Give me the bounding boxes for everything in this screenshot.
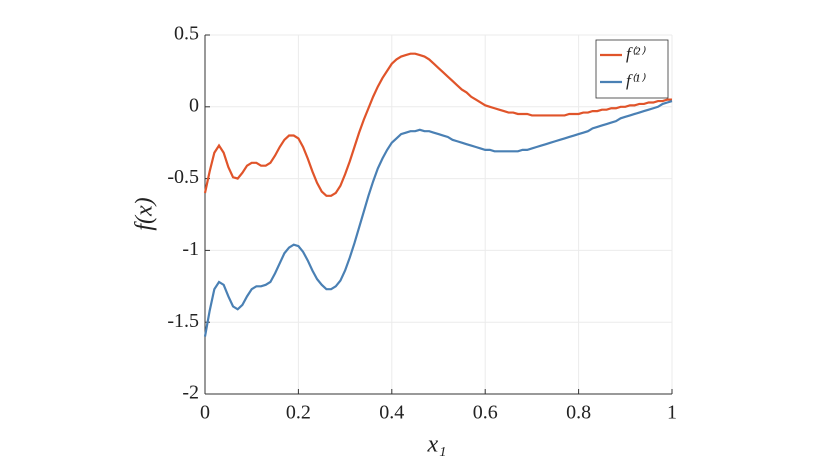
y-tick-label: 0.5: [174, 23, 199, 45]
series-line: [203, 52, 672, 197]
x-tick-label: 0.6: [473, 402, 498, 424]
legend-label: f⁽¹⁾: [626, 71, 646, 90]
legend-box: [595, 39, 669, 99]
y-axis-label: f(x): [132, 197, 158, 230]
x-axis-label: x₁: [427, 432, 447, 458]
series-line: [203, 100, 673, 337]
x-tick-label: 0.8: [566, 402, 591, 424]
y-tick-label: -0.5: [167, 166, 199, 188]
legend-label: f⁽²⁾: [626, 44, 646, 63]
y-tick-label: -1.5: [167, 310, 199, 332]
x-tick-label: 0.2: [286, 402, 311, 424]
y-tick-label: -1: [182, 238, 199, 260]
y-tick-label: -2: [182, 382, 199, 404]
y-tick-label: 0: [189, 94, 199, 116]
x-tick-label: 0.4: [379, 402, 404, 424]
x-tick-label: 1: [667, 402, 677, 424]
x-tick-label: 0: [200, 402, 210, 424]
